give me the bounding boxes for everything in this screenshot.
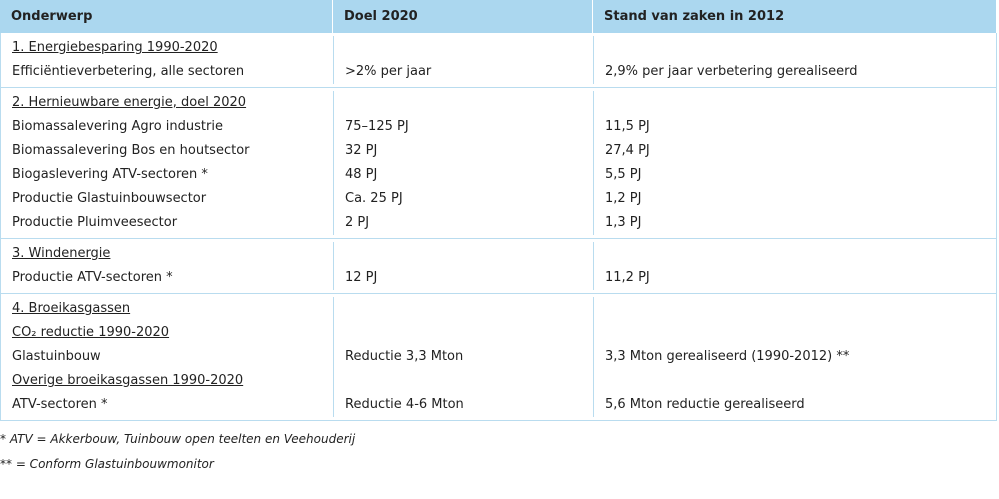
cell: 27,4 PJ [605,143,650,158]
section-heading: Overige broeikasgassen 1990-2020 [12,373,244,388]
cell: 12 PJ [345,270,378,285]
table: Onderwerp Doel 2020 Stand van zaken in 2… [0,0,997,421]
column: >2% per jaar [334,36,594,84]
spacer [334,91,593,115]
footnote: ** = Conform Glastuinbouwmonitor [0,457,214,471]
row-group: 1. Energiebesparing 1990-2020 Efficiëntie… [0,33,997,88]
cell: 5,6 Mton reductie gerealiseerd [605,397,805,412]
footnote: * ATV = Akkerbouw, Tuinbouw open teelten… [0,432,356,446]
cell: ATV-sectoren * [12,397,108,412]
cell: 1,3 PJ [605,215,642,230]
cell: Biomassalevering Bos en houtsector [12,143,250,158]
header-cell: Doel 2020 [333,0,593,33]
section-heading: 2. Hernieuwbare energie, doel 2020 [12,95,247,110]
spacer [334,297,593,321]
cell: 48 PJ [345,167,378,182]
cell: Biomassalevering Agro industrie [12,119,223,134]
column: 11,5 PJ 27,4 PJ 5,5 PJ 1,2 PJ 1,3 PJ [594,91,998,235]
cell: 2 PJ [345,215,370,230]
header-cell: Stand van zaken in 2012 [593,0,997,33]
column: 11,2 PJ [594,242,998,290]
cell: Reductie 4-6 Mton [345,397,464,412]
header-row: Onderwerp Doel 2020 Stand van zaken in 2… [0,0,997,33]
cell: 5,5 PJ [605,167,642,182]
cell: Productie Glastuinbouwsector [12,191,207,206]
cell: Productie ATV-sectoren * [12,270,173,285]
column: 12 PJ [334,242,594,290]
spacer [594,297,998,321]
row-group: 2. Hernieuwbare energie, doel 2020 Biomas… [0,88,997,239]
column: Reductie 3,3 Mton Reductie 4-6 Mton [334,297,594,417]
header-cell: Onderwerp [0,0,333,33]
cell: 3,3 Mton gerealiseerd (1990-2012) ** [605,349,850,364]
cell: 11,2 PJ [605,270,650,285]
cell: >2% per jaar [345,64,432,79]
spacer [594,36,998,60]
spacer [334,36,593,60]
column: 1. Energiebesparing 1990-2020 Efficiëntie… [1,36,334,84]
column: 2,9% per jaar verbetering gerealiseerd [594,36,998,84]
cell: Biogaslevering ATV-sectoren * [12,167,208,182]
cell: Productie Pluimveesector [12,215,178,230]
cell: 75–125 PJ [345,119,409,134]
column: 75–125 PJ 32 PJ 48 PJ Ca. 25 PJ 2 PJ [334,91,594,235]
cell: 1,2 PJ [605,191,642,206]
spacer [594,321,998,345]
spacer [334,321,593,345]
section-heading: 3. Windenergie [12,246,111,261]
section-heading: 1. Energiebesparing 1990-2020 [12,40,218,55]
spacer [334,242,593,266]
cell: Efficiëntieverbetering, alle sectoren [12,64,245,79]
column: 4. Broeikasgassen CO₂ reductie 1990-2020 G… [1,297,334,417]
spacer [334,369,593,393]
cell: 2,9% per jaar verbetering gerealiseerd [605,64,858,79]
row-group: 3. Windenergie Productie ATV-sectoren * 12… [0,239,997,294]
column: 2. Hernieuwbare energie, doel 2020 Biomas… [1,91,334,235]
spacer [594,242,998,266]
spacer [594,369,998,393]
column: 3. Windenergie Productie ATV-sectoren * [1,242,334,290]
cell: Glastuinbouw [12,349,101,364]
cell: Ca. 25 PJ [345,191,403,206]
section-heading: 4. Broeikasgassen [12,301,131,316]
cell: Reductie 3,3 Mton [345,349,464,364]
cell: 11,5 PJ [605,119,650,134]
cell: 32 PJ [345,143,378,158]
spacer [594,91,998,115]
section-heading: CO₂ reductie 1990-2020 [12,325,170,340]
column: 3,3 Mton gerealiseerd (1990-2012) ** 5,6 … [594,297,998,417]
row-group: 4. Broeikasgassen CO₂ reductie 1990-2020 G… [0,294,997,421]
